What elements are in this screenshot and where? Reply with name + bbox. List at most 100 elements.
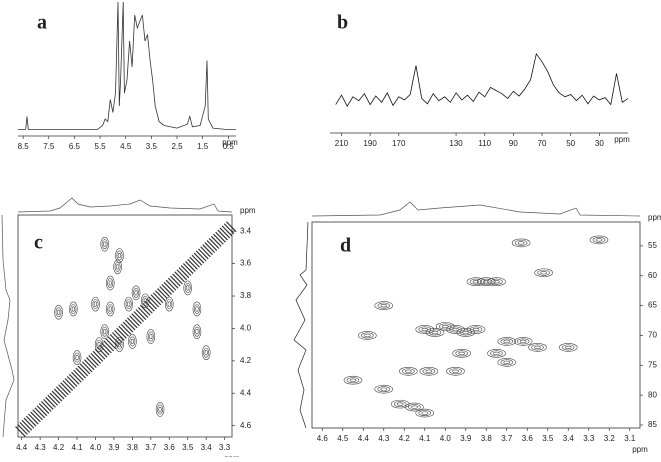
contour <box>100 236 110 252</box>
cross-peak <box>374 384 394 394</box>
y-tick-label: 3.4 <box>240 226 252 235</box>
cross-peak <box>589 235 609 245</box>
contour <box>101 239 108 250</box>
cross-peak <box>146 329 156 344</box>
x-tick-label: 7.5 <box>43 142 55 151</box>
contour <box>105 275 115 291</box>
x-tick-label: 170 <box>392 139 406 148</box>
contour <box>70 304 77 314</box>
contour <box>157 404 163 415</box>
cross-peak <box>115 337 124 352</box>
contour <box>459 329 472 336</box>
cross-peak <box>155 402 165 417</box>
diagonal <box>15 220 237 438</box>
x-tick-label: 3.4 <box>563 434 575 443</box>
cross-peak <box>419 366 439 376</box>
contour <box>361 332 374 339</box>
x-tick-label: 3.8 <box>481 434 493 443</box>
contour <box>402 368 415 375</box>
contour <box>143 298 147 304</box>
contour <box>462 330 470 335</box>
cross-peak <box>113 259 122 275</box>
contour <box>184 282 191 293</box>
cross-peak <box>100 236 110 252</box>
contour <box>129 336 136 347</box>
contour <box>517 241 525 245</box>
contour <box>531 344 544 351</box>
cross-peak <box>513 337 533 346</box>
x-tick-label: 4.2 <box>399 434 411 443</box>
contour <box>511 238 531 248</box>
spectrum <box>18 1 236 130</box>
spectrum <box>335 52 629 108</box>
contour <box>203 347 210 358</box>
contour <box>519 339 527 344</box>
contour <box>71 306 75 312</box>
contour <box>435 322 455 331</box>
contour <box>399 366 418 376</box>
contour <box>201 345 211 361</box>
cross-peak <box>435 322 455 331</box>
y-tick-label: 80 <box>648 390 657 399</box>
contour <box>142 295 149 306</box>
contour <box>183 280 193 296</box>
contour <box>487 349 506 358</box>
contour <box>93 301 98 307</box>
cross-peak <box>201 345 211 361</box>
cross-peak <box>72 350 82 365</box>
contour <box>113 259 122 275</box>
contour <box>134 290 138 296</box>
contour <box>343 375 363 385</box>
contour <box>528 343 547 352</box>
x-tick-label: 4.6 <box>317 434 329 443</box>
cross-peak <box>54 304 63 320</box>
contour <box>595 238 603 242</box>
projection <box>1 214 15 438</box>
x-tick-label: 3.5 <box>182 443 194 452</box>
contour <box>490 278 503 285</box>
cross-peak <box>91 296 100 312</box>
contour <box>497 337 517 346</box>
panel-label: d <box>340 235 351 257</box>
contour <box>455 350 468 357</box>
contour <box>466 325 486 334</box>
contour <box>562 344 575 351</box>
y-tick-label: 70 <box>648 331 657 340</box>
contour <box>441 324 449 329</box>
contour <box>92 299 99 310</box>
contour <box>558 343 578 352</box>
x-tick-label: 3.7 <box>501 434 513 443</box>
contour <box>56 309 61 315</box>
cross-peak <box>164 296 174 312</box>
cross-peak <box>425 328 445 337</box>
x-tick-label: 3.5 <box>542 434 554 443</box>
contour <box>195 329 199 335</box>
cross-peak <box>528 343 547 352</box>
cross-peak <box>415 408 435 418</box>
x-tick-label: 8.5 <box>18 142 30 151</box>
contour <box>415 325 435 334</box>
contour <box>155 402 165 417</box>
contour <box>396 402 404 406</box>
x-axis-label: ppm <box>222 138 238 147</box>
x-axis-label: ppm <box>632 445 648 454</box>
contour <box>127 301 131 307</box>
contour <box>500 359 513 366</box>
contour <box>497 358 517 367</box>
x-tick-label: 3.2 <box>604 434 616 443</box>
contour <box>192 301 202 317</box>
contour <box>55 307 62 318</box>
panel-label: c <box>34 232 43 254</box>
x-tick-label: 2.5 <box>171 142 183 151</box>
contour <box>421 327 429 332</box>
x-tick-label: 4.1 <box>419 434 431 443</box>
contour <box>94 337 104 352</box>
contour <box>589 235 609 245</box>
contour <box>364 333 371 338</box>
contour <box>421 411 429 415</box>
contour <box>72 350 82 365</box>
cross-peak <box>140 293 150 309</box>
contour <box>115 248 124 263</box>
cross-peak <box>487 349 506 358</box>
x-tick-label: 4.3 <box>35 443 47 452</box>
